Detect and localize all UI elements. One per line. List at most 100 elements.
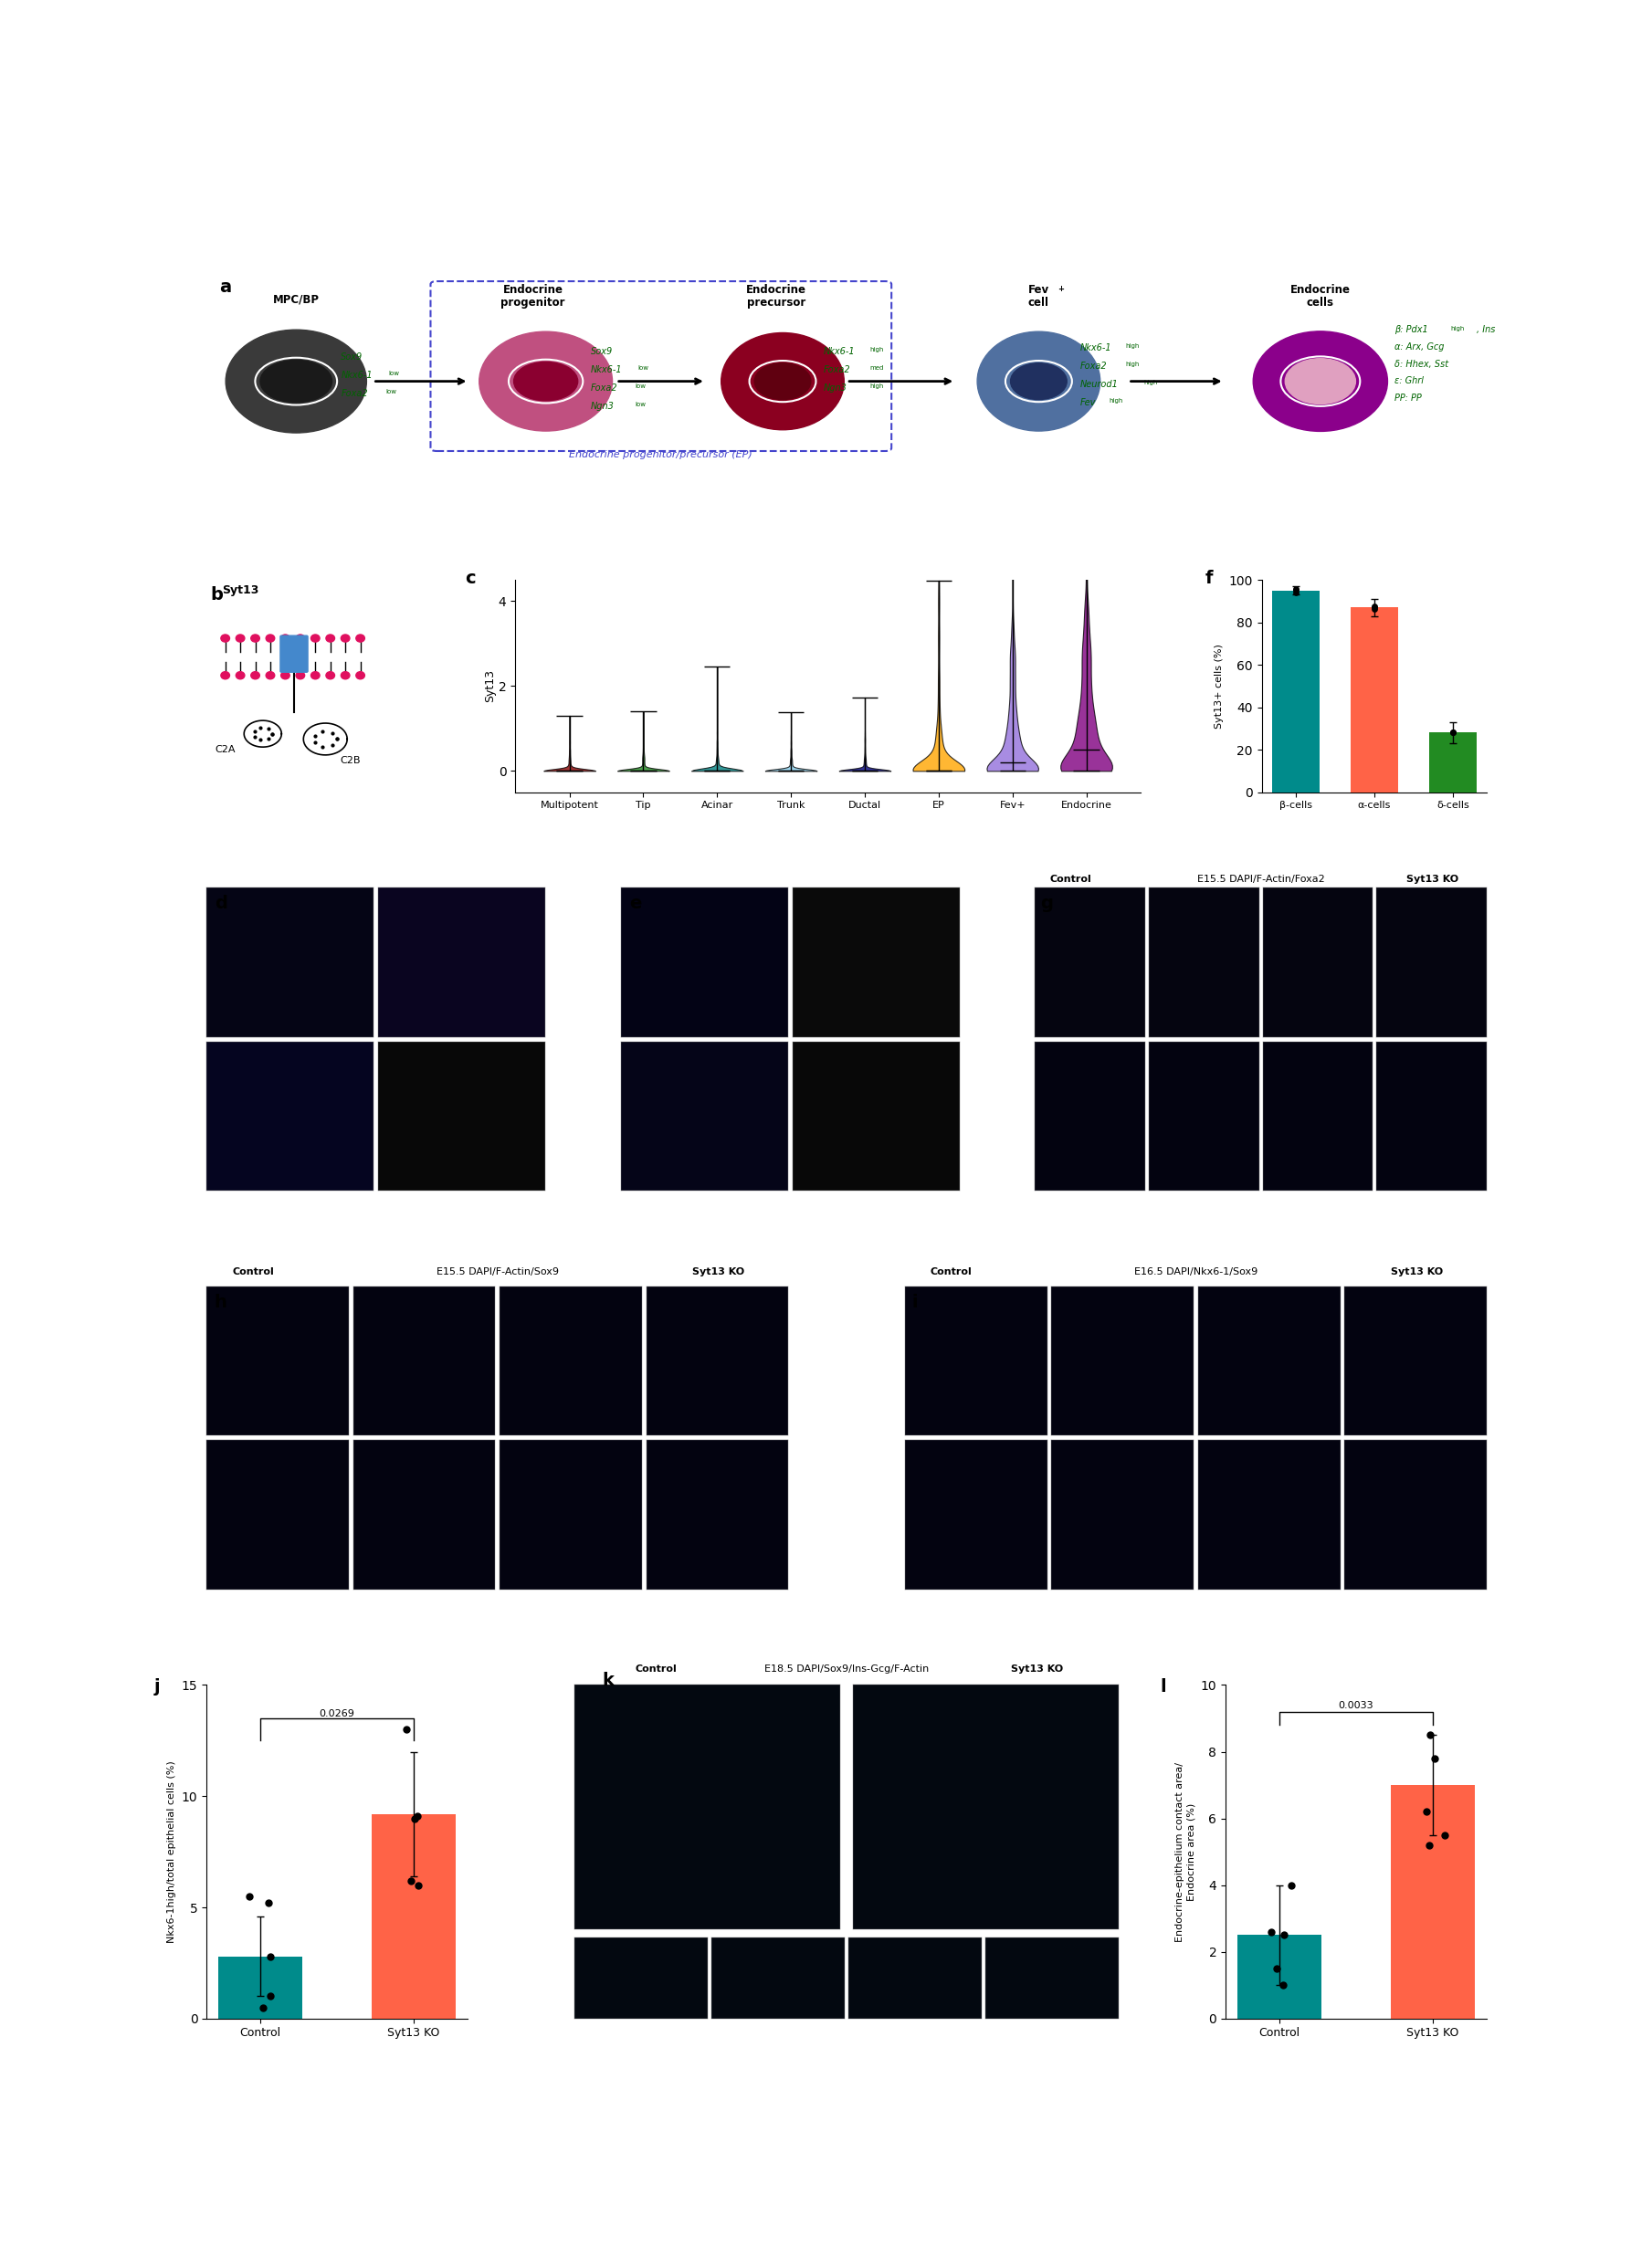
- Text: Fev: Fev: [1028, 284, 1049, 297]
- Text: 0.0269: 0.0269: [319, 1708, 355, 1717]
- Ellipse shape: [1285, 358, 1356, 404]
- Text: cell: cell: [1028, 297, 1049, 308]
- Text: Foxa2: Foxa2: [340, 390, 368, 399]
- Circle shape: [251, 671, 259, 678]
- Circle shape: [340, 671, 350, 678]
- Point: [1412, 1794, 1439, 1830]
- Ellipse shape: [722, 333, 844, 431]
- Text: low: low: [388, 372, 400, 376]
- Point: [1259, 1914, 1285, 1950]
- Text: ε: Ghrl: ε: Ghrl: [1394, 376, 1424, 386]
- Point: [254, 1885, 281, 1921]
- Text: a: a: [220, 279, 231, 295]
- Text: cells: cells: [1307, 297, 1335, 308]
- Text: Control: Control: [233, 1268, 274, 1277]
- Text: Ngn3: Ngn3: [591, 401, 615, 411]
- Point: [1441, 714, 1467, 751]
- Text: Control: Control: [1051, 873, 1092, 885]
- Text: high: high: [869, 383, 884, 388]
- Point: [393, 1712, 420, 1749]
- Circle shape: [296, 635, 304, 642]
- Text: MPC/BP: MPC/BP: [273, 293, 319, 306]
- Text: , Ins: , Ins: [1477, 327, 1495, 336]
- Circle shape: [340, 635, 350, 642]
- Point: [1282, 574, 1308, 610]
- Text: Syt13 KO: Syt13 KO: [1011, 1665, 1064, 1674]
- Circle shape: [281, 635, 289, 642]
- Text: progenitor: progenitor: [501, 297, 565, 308]
- Text: Nkx6-1: Nkx6-1: [1080, 345, 1112, 354]
- Text: med: med: [869, 365, 884, 370]
- Point: [1264, 1950, 1290, 1987]
- Text: Foxa2: Foxa2: [1080, 363, 1107, 372]
- Point: [1361, 592, 1388, 628]
- Text: E15.5 DAPI/F-Actin/Foxa2: E15.5 DAPI/F-Actin/Foxa2: [1198, 873, 1325, 885]
- Text: C2B: C2B: [340, 755, 360, 764]
- Text: Endocrine: Endocrine: [502, 284, 563, 297]
- Point: [405, 1799, 431, 1835]
- Text: Endocrine progenitor/precursor (EP): Endocrine progenitor/precursor (EP): [570, 449, 753, 458]
- Circle shape: [281, 671, 289, 678]
- Text: Sox9: Sox9: [340, 354, 363, 363]
- Circle shape: [296, 671, 304, 678]
- Point: [258, 1978, 284, 2014]
- Text: Syt13 KO: Syt13 KO: [1391, 1268, 1444, 1277]
- Point: [1432, 1817, 1459, 1853]
- Bar: [1272, 590, 1320, 792]
- Point: [1416, 1828, 1442, 1864]
- Circle shape: [311, 671, 320, 678]
- Text: high: high: [1125, 363, 1140, 367]
- Ellipse shape: [479, 331, 613, 431]
- Text: precursor: precursor: [747, 297, 806, 308]
- Circle shape: [236, 635, 244, 642]
- Text: low: low: [636, 401, 646, 406]
- Text: E16.5 DAPI/Nkx6-1/Sox9: E16.5 DAPI/Nkx6-1/Sox9: [1133, 1268, 1257, 1277]
- Text: low: low: [636, 383, 646, 388]
- Y-axis label: Nkx6-1high/total epithelial cells (%): Nkx6-1high/total epithelial cells (%): [167, 1760, 177, 1944]
- Text: β: Pdx1: β: Pdx1: [1394, 327, 1429, 336]
- Text: E15.5 DAPI/F-Actin/Sox9: E15.5 DAPI/F-Actin/Sox9: [436, 1268, 558, 1277]
- Text: Foxa2: Foxa2: [591, 383, 618, 392]
- Text: α: Arx, Gcg: α: Arx, Gcg: [1394, 342, 1444, 352]
- Text: g: g: [1041, 896, 1052, 912]
- Circle shape: [325, 635, 335, 642]
- Text: Foxa2: Foxa2: [824, 365, 851, 374]
- Circle shape: [266, 635, 274, 642]
- Text: Nkx6-1: Nkx6-1: [340, 372, 373, 381]
- Bar: [1391, 1785, 1475, 2019]
- Text: Control: Control: [930, 1268, 973, 1277]
- Point: [405, 1867, 431, 1903]
- Text: δ: Hhex, Sst: δ: Hhex, Sst: [1394, 358, 1449, 370]
- FancyBboxPatch shape: [281, 635, 307, 671]
- Text: high: high: [869, 347, 884, 352]
- Text: b: b: [210, 585, 223, 603]
- Text: Syt13: Syt13: [223, 585, 259, 596]
- Circle shape: [325, 671, 335, 678]
- Circle shape: [266, 671, 274, 678]
- Text: Fev: Fev: [1080, 399, 1095, 408]
- Text: c: c: [466, 569, 476, 587]
- Circle shape: [355, 635, 365, 642]
- Point: [1441, 714, 1467, 751]
- Ellipse shape: [226, 329, 367, 433]
- Point: [1361, 590, 1388, 626]
- Ellipse shape: [978, 331, 1100, 431]
- Ellipse shape: [261, 361, 332, 401]
- Circle shape: [221, 671, 230, 678]
- Bar: [372, 1814, 456, 2019]
- Text: E18.5 DAPI/Sox9/Ins-Gcg/F-Actin: E18.5 DAPI/Sox9/Ins-Gcg/F-Actin: [765, 1665, 928, 1674]
- Point: [1282, 572, 1308, 608]
- Point: [249, 1989, 276, 2025]
- Text: j: j: [154, 1678, 160, 1696]
- Text: Endocrine: Endocrine: [747, 284, 806, 297]
- Circle shape: [251, 635, 259, 642]
- Point: [1270, 1966, 1297, 2003]
- Text: high: high: [1108, 399, 1123, 404]
- Point: [1270, 1916, 1297, 1953]
- Bar: [1237, 1935, 1322, 2019]
- Text: Neurod1: Neurod1: [1080, 381, 1118, 390]
- Text: low: low: [638, 365, 649, 370]
- Bar: [218, 1957, 302, 2019]
- Circle shape: [221, 635, 230, 642]
- Bar: [1351, 608, 1398, 792]
